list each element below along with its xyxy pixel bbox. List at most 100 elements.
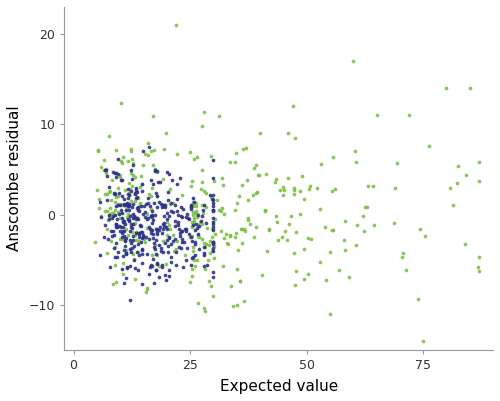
Point: [164, 196, 172, 203]
Point: [238, 182, 246, 188]
Point: [201, 308, 209, 314]
Point: [210, 239, 218, 245]
Point: [238, 226, 246, 233]
Point: [475, 158, 483, 165]
Point: [126, 198, 134, 204]
Point: [162, 202, 170, 209]
Point: [182, 256, 190, 263]
Point: [363, 204, 371, 210]
Point: [170, 248, 177, 255]
Point: [288, 103, 296, 109]
Point: [138, 188, 146, 194]
Point: [236, 277, 244, 284]
Point: [101, 167, 109, 173]
Point: [96, 252, 104, 258]
Point: [220, 182, 228, 188]
Point: [369, 183, 377, 189]
Point: [290, 191, 298, 197]
Point: [152, 267, 160, 273]
Point: [112, 221, 120, 227]
Point: [120, 235, 128, 241]
Point: [110, 262, 118, 269]
Point: [116, 100, 124, 106]
Point: [176, 233, 184, 239]
Point: [475, 178, 483, 184]
Point: [419, 338, 427, 344]
Point: [100, 234, 108, 240]
Point: [94, 148, 102, 154]
Point: [154, 226, 162, 232]
Point: [128, 229, 136, 236]
Point: [128, 146, 136, 152]
Point: [198, 221, 205, 227]
Point: [174, 222, 182, 229]
Point: [183, 245, 191, 251]
Point: [114, 209, 122, 215]
Point: [178, 213, 186, 219]
Point: [188, 200, 196, 207]
Point: [191, 239, 199, 245]
Point: [262, 171, 270, 177]
Point: [246, 221, 254, 227]
Point: [119, 228, 127, 234]
Point: [316, 161, 324, 168]
Point: [292, 268, 300, 274]
Point: [210, 243, 218, 249]
Point: [238, 226, 246, 232]
Point: [210, 196, 218, 203]
Point: [236, 278, 244, 285]
Point: [148, 235, 156, 241]
Point: [118, 260, 126, 267]
Point: [155, 241, 163, 248]
Point: [209, 196, 217, 203]
Point: [244, 176, 252, 183]
Point: [220, 235, 228, 242]
Point: [214, 113, 222, 119]
Point: [390, 220, 398, 226]
Point: [290, 134, 298, 141]
Point: [278, 234, 285, 241]
Point: [142, 251, 150, 257]
Point: [296, 188, 304, 194]
Point: [290, 187, 298, 194]
Point: [118, 233, 126, 240]
Point: [122, 207, 130, 213]
Point: [117, 158, 125, 164]
Point: [153, 231, 161, 237]
Point: [226, 233, 234, 239]
Point: [151, 212, 159, 218]
Point: [140, 211, 147, 217]
Point: [150, 168, 158, 174]
Point: [96, 213, 104, 219]
Point: [172, 22, 180, 28]
Point: [162, 168, 170, 175]
Point: [326, 311, 334, 317]
Point: [184, 216, 192, 222]
Point: [249, 192, 257, 198]
Point: [284, 175, 292, 182]
Point: [130, 221, 138, 227]
Point: [242, 144, 250, 151]
Point: [103, 208, 111, 214]
Point: [110, 245, 118, 251]
Point: [122, 251, 130, 257]
Point: [128, 251, 136, 257]
Point: [163, 231, 171, 238]
Point: [160, 213, 168, 219]
Point: [265, 226, 273, 232]
Point: [193, 225, 201, 231]
Point: [102, 250, 110, 256]
Y-axis label: Anscombe residual: Anscombe residual: [7, 106, 22, 251]
Point: [114, 202, 122, 209]
Point: [124, 189, 132, 196]
Point: [210, 239, 218, 246]
Point: [182, 228, 190, 235]
Point: [132, 229, 140, 236]
Point: [202, 241, 210, 247]
Point: [166, 186, 174, 193]
Point: [134, 231, 142, 238]
Point: [150, 200, 158, 206]
Point: [153, 193, 161, 199]
Point: [232, 207, 239, 213]
Point: [141, 209, 149, 215]
